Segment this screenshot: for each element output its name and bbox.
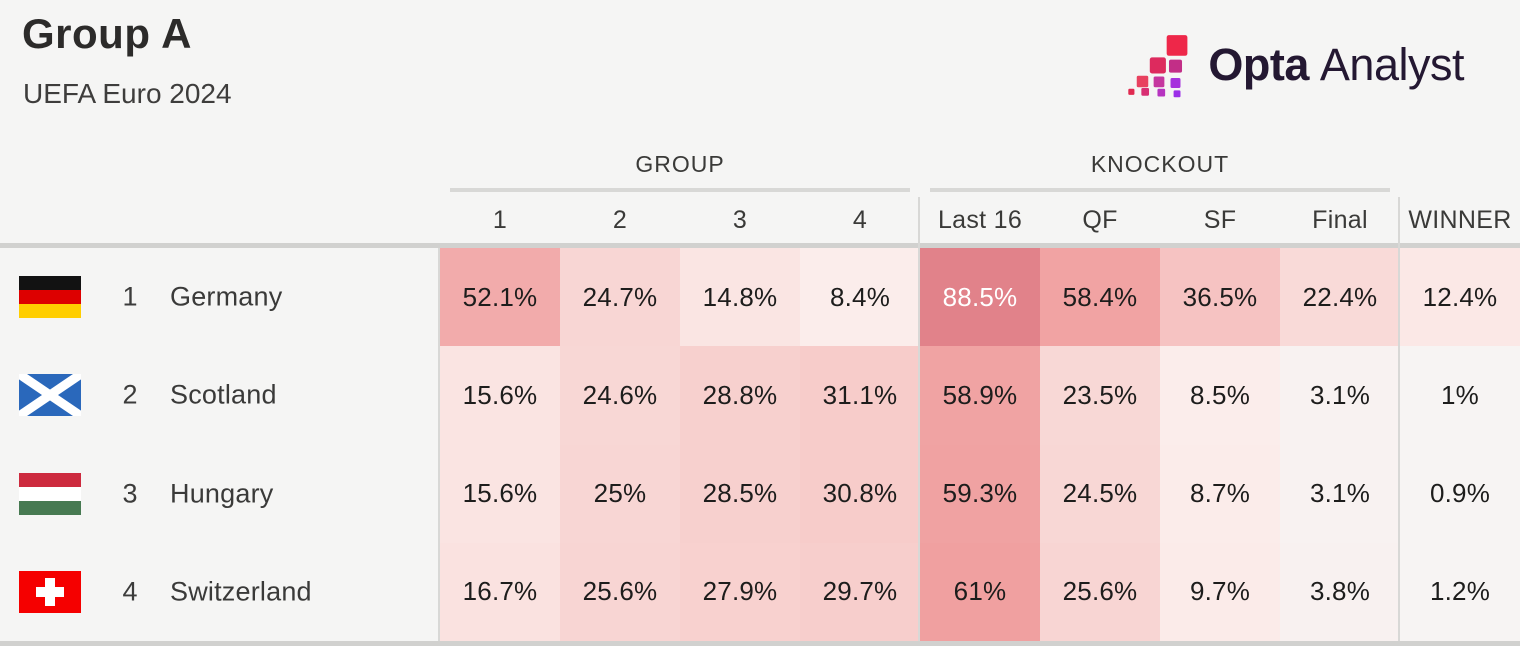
divider-final-winner xyxy=(1398,197,1400,641)
prob-cell-germany-winner: 12.4% xyxy=(1400,248,1520,347)
column-header-final: Final xyxy=(1312,205,1368,234)
team-row-switzerland: 4 Switzerland 16.7% 25.6% 27.9% 29.7% 61% 25.6%… xyxy=(0,542,1520,641)
prob-cell-hungary-last-16: 59.3% xyxy=(920,444,1040,543)
flag-germany xyxy=(19,276,81,319)
column-header-last-16: Last 16 xyxy=(937,205,1023,234)
prob-cell-germany-final: 22.4% xyxy=(1280,248,1400,347)
flag-scotland xyxy=(19,374,81,417)
prob-cell-switzerland-4: 29.7% xyxy=(800,542,920,641)
team-row-hungary: 3 Hungary 15.6% 25% 28.5% 30.8% 59.3% 24.5% 8.7%… xyxy=(0,444,1520,543)
column-headers-row: 1 2 3 4 Last 16 QF SF Final WINNER xyxy=(440,197,1520,243)
column-header-2: 2 xyxy=(612,205,628,234)
team-name: Switzerland xyxy=(170,576,312,607)
prob-cell-switzerland-final: 3.8% xyxy=(1280,542,1400,641)
team-rank: 3 xyxy=(122,478,138,509)
prob-cell-switzerland-2: 25.6% xyxy=(560,542,680,641)
page-title: Group A xyxy=(22,10,192,57)
prob-cell-germany-2: 24.7% xyxy=(560,248,680,347)
column-group-header-knockout: KNOCKOUT xyxy=(1090,151,1230,177)
prob-cell-hungary-1: 15.6% xyxy=(440,444,560,543)
prob-cell-switzerland-qf: 25.6% xyxy=(1040,542,1160,641)
prob-cell-germany-3: 14.8% xyxy=(680,248,800,347)
team-row-scotland: 2 Scotland 15.6% 24.6% 28.8% 31.1% 58.9% 23.5% 8… xyxy=(0,346,1520,445)
column-header-qf: QF xyxy=(1082,205,1118,234)
prob-cell-germany-sf: 36.5% xyxy=(1160,248,1280,347)
heatmap-table-body: 1 Germany 52.1% 24.7% 14.8% 8.4% 88.5% 58.4% 36.… xyxy=(0,248,1520,641)
column-group-header-group: GROUP xyxy=(635,151,725,177)
opta-stairs-icon xyxy=(1128,35,1188,98)
team-rank: 1 xyxy=(122,281,138,312)
prob-cell-switzerland-sf: 9.7% xyxy=(1160,542,1280,641)
prob-cell-scotland-sf: 8.5% xyxy=(1160,346,1280,445)
knockout-header-rule xyxy=(930,188,1390,192)
team-label-scotland: 2 Scotland xyxy=(0,346,440,444)
column-header-3: 3 xyxy=(732,205,748,234)
brand-name-bold: Opta xyxy=(1208,39,1309,90)
team-name: Germany xyxy=(170,281,283,312)
prob-cell-switzerland-1: 16.7% xyxy=(440,542,560,641)
prob-cell-hungary-winner: 0.9% xyxy=(1400,444,1520,543)
column-header-4: 4 xyxy=(852,205,868,234)
team-label-switzerland: 4 Switzerland xyxy=(0,543,440,641)
prob-cell-hungary-final: 3.1% xyxy=(1280,444,1400,543)
team-label-hungary: 3 Hungary xyxy=(0,445,440,543)
brand-name-light: Analyst xyxy=(1319,39,1465,90)
column-header-winner: WINNER xyxy=(1408,205,1512,234)
prob-cell-scotland-qf: 23.5% xyxy=(1040,346,1160,445)
team-name: Scotland xyxy=(170,379,277,410)
divider-labels-cells xyxy=(438,248,440,641)
column-header-sf: SF xyxy=(1203,205,1237,234)
prob-cell-switzerland-3: 27.9% xyxy=(680,542,800,641)
team-label-germany: 1 Germany xyxy=(0,248,440,346)
page-subtitle: UEFA Euro 2024 xyxy=(23,78,232,109)
prob-cell-scotland-winner: 1% xyxy=(1400,346,1520,445)
prob-cell-scotland-last-16: 58.9% xyxy=(920,346,1040,445)
prob-cell-germany-qf: 58.4% xyxy=(1040,248,1160,347)
table-top-border xyxy=(0,243,1520,248)
team-rank: 2 xyxy=(122,379,138,410)
prob-cell-hungary-qf: 24.5% xyxy=(1040,444,1160,543)
prob-cell-switzerland-last-16: 61% xyxy=(920,542,1040,641)
prob-cell-scotland-3: 28.8% xyxy=(680,346,800,445)
prob-cell-scotland-final: 3.1% xyxy=(1280,346,1400,445)
table-bottom-border xyxy=(0,641,1520,646)
column-header-1: 1 xyxy=(492,205,508,234)
prob-cell-germany-1: 52.1% xyxy=(440,248,560,347)
flag-switzerland xyxy=(19,570,81,613)
prob-cell-switzerland-winner: 1.2% xyxy=(1400,542,1520,641)
prob-cell-scotland-1: 15.6% xyxy=(440,346,560,445)
team-rank: 4 xyxy=(122,576,138,607)
divider-group-knockout xyxy=(918,197,920,641)
prob-cell-germany-4: 8.4% xyxy=(800,248,920,347)
prob-cell-hungary-4: 30.8% xyxy=(800,444,920,543)
prob-cell-scotland-4: 31.1% xyxy=(800,346,920,445)
team-name: Hungary xyxy=(170,478,274,509)
team-row-germany: 1 Germany 52.1% 24.7% 14.8% 8.4% 88.5% 58.4% 36.… xyxy=(0,248,1520,347)
prob-cell-hungary-3: 28.5% xyxy=(680,444,800,543)
prob-cell-germany-last-16: 88.5% xyxy=(920,248,1040,347)
prob-cell-scotland-2: 24.6% xyxy=(560,346,680,445)
group-header-rule xyxy=(450,188,910,192)
brand-logo: Opta Analyst xyxy=(1124,32,1465,98)
prob-cell-hungary-sf: 8.7% xyxy=(1160,444,1280,543)
prob-cell-hungary-2: 25% xyxy=(560,444,680,543)
flag-hungary xyxy=(19,472,81,515)
